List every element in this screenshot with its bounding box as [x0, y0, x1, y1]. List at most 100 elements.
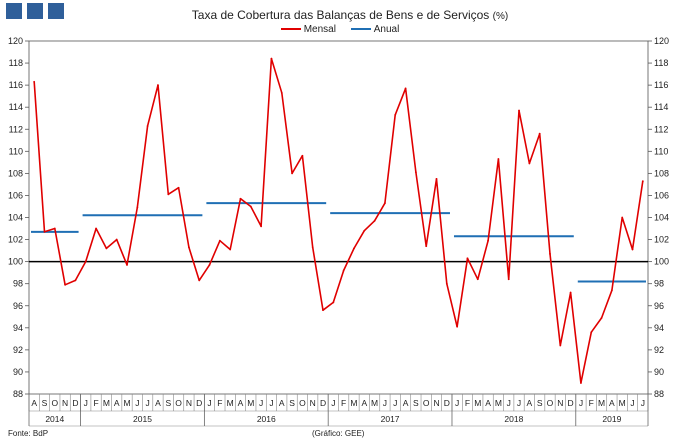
monthly-data-point [497, 158, 500, 160]
monthly-data-point [229, 248, 232, 251]
monthly-data-point [569, 291, 572, 294]
chart-title-unit: (%) [492, 11, 509, 22]
x-month-label: S [289, 398, 295, 408]
x-month-label: M [619, 398, 626, 408]
legend-label-annual: Anual [373, 24, 400, 35]
monthly-series-line [33, 57, 644, 384]
x-month-label: A [609, 398, 615, 408]
x-month-label: J [641, 398, 645, 408]
x-month-label: D [568, 398, 574, 408]
x-month-label: A [279, 398, 285, 408]
y-tick-label-left: 102 [8, 235, 23, 245]
logo-square-icon [48, 3, 64, 19]
y-tick-label-left: 106 [8, 190, 23, 200]
monthly-data-point [414, 171, 417, 174]
y-tick-label-right: 104 [654, 213, 669, 223]
monthly-data-point [322, 309, 324, 312]
x-month-label: M [598, 398, 605, 408]
x-month-label: A [31, 398, 37, 408]
monthly-data-point [95, 227, 97, 230]
legend-item-annual: Anual [350, 24, 400, 35]
y-tick-label-left: 112 [9, 124, 23, 134]
gee-logo [6, 3, 64, 19]
monthly-data-point [270, 57, 273, 60]
monthly-data-point [538, 132, 541, 135]
monthly-data-point [435, 177, 438, 180]
y-tick-label-right: 116 [654, 80, 668, 90]
legend-item-monthly: Mensal [280, 24, 336, 35]
monthly-data-point [353, 247, 355, 250]
monthly-data-point [580, 382, 582, 384]
monthly-data-point [373, 219, 376, 222]
monthly-data-point [621, 216, 624, 219]
monthly-data-point [466, 257, 469, 260]
monthly-data-point [33, 80, 36, 83]
x-month-label: M [103, 398, 110, 408]
y-tick-label-left: 90 [13, 367, 23, 377]
y-tick-label-right: 94 [654, 323, 664, 333]
monthly-data-point [105, 247, 108, 250]
x-year-label: 2019 [602, 414, 621, 424]
x-year-label: 2015 [133, 414, 152, 424]
y-tick-label-left: 118 [9, 58, 23, 68]
x-month-label: A [361, 398, 367, 408]
monthly-data-point [610, 289, 613, 292]
monthly-data-point [394, 114, 397, 116]
monthly-data-point [600, 316, 603, 319]
y-tick-label-left: 98 [13, 279, 23, 289]
x-month-label: J [331, 398, 335, 408]
monthly-data-point [332, 301, 335, 304]
x-month-label: J [259, 398, 263, 408]
monthly-data-point [487, 239, 489, 242]
y-tick-label-right: 118 [654, 58, 668, 68]
x-month-label: O [299, 398, 306, 408]
monthly-data-point [280, 91, 283, 94]
y-tick-label-left: 96 [13, 301, 23, 311]
y-tick-label-left: 92 [13, 345, 23, 355]
x-month-label: F [465, 398, 470, 408]
x-month-label: O [175, 398, 182, 408]
monthly-data-point [311, 246, 314, 249]
monthly-data-point [549, 253, 551, 255]
x-month-label: J [517, 398, 521, 408]
y-tick-label-right: 110 [654, 146, 668, 156]
x-month-label: J [393, 398, 397, 408]
chart-title-text: Taxa de Cobertura das Balanças de Bens e… [191, 8, 490, 22]
y-tick-label-right: 88 [654, 389, 664, 399]
y-tick-label-left: 100 [8, 257, 23, 267]
monthly-data-point [239, 197, 242, 200]
y-tick-label-left: 94 [13, 323, 23, 333]
x-month-label: A [527, 398, 533, 408]
x-month-label: J [135, 398, 139, 408]
x-month-label: J [207, 398, 211, 408]
legend-swatch-annual [350, 28, 371, 31]
source-note: Fonte: BdP [8, 429, 49, 438]
y-tick-label-left: 88 [13, 389, 23, 399]
monthly-data-point [167, 193, 170, 196]
y-tick-label-right: 100 [654, 257, 669, 267]
monthly-data-point [260, 225, 263, 228]
y-tick-label-right: 108 [654, 168, 669, 178]
x-month-label: J [455, 398, 459, 408]
x-month-label: N [433, 398, 439, 408]
legend-label-monthly: Mensal [303, 24, 336, 35]
monthly-data-point [53, 227, 56, 230]
y-tick-label-right: 106 [654, 190, 669, 200]
monthly-data-point [64, 283, 67, 286]
y-tick-label-left: 114 [9, 102, 23, 112]
monthly-data-point [126, 264, 128, 266]
credit-note: (Gráfico: GEE) [312, 429, 365, 438]
x-month-label: M [227, 398, 234, 408]
y-tick-label-left: 104 [8, 213, 23, 223]
x-month-label: M [123, 398, 130, 408]
x-month-label: N [310, 398, 316, 408]
y-tick-label-right: 120 [654, 36, 669, 46]
monthly-data-point [445, 282, 448, 285]
x-year-label: 2018 [504, 414, 523, 424]
monthly-data-point [518, 109, 520, 112]
monthly-data-point [528, 162, 531, 165]
y-tick-label-left: 120 [8, 36, 23, 46]
x-month-label: S [537, 398, 543, 408]
x-month-label: F [341, 398, 346, 408]
